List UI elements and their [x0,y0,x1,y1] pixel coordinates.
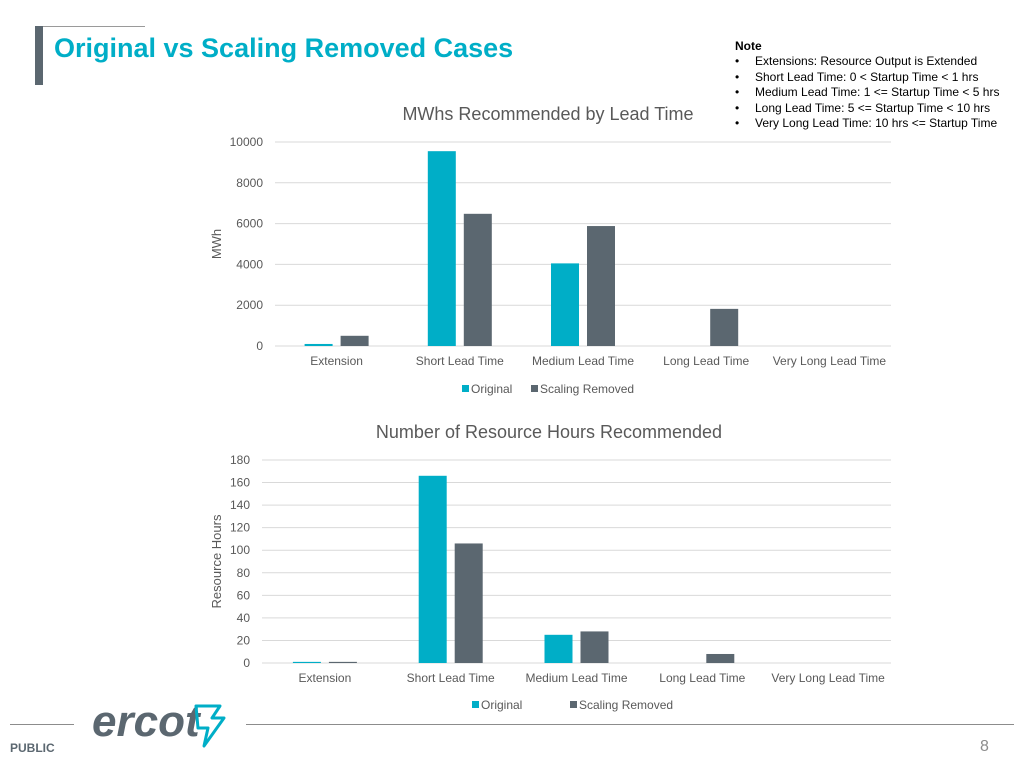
y-axis-label: MWh [209,229,224,259]
legend-swatch [570,701,577,708]
ercot-logo-graphic: ercot [92,697,226,748]
y-tick-label: 40 [237,611,251,625]
y-tick-label: 80 [237,566,251,580]
x-tick-label: Extension [299,671,352,685]
x-tick-label: Long Lead Time [663,354,749,368]
footer-rule-left [10,724,74,725]
note-list: Extensions: Resource Output is Extended … [735,54,999,131]
bar-scaling-removed [463,213,492,346]
bar-scaling-removed [328,661,357,663]
note-item: Extensions: Resource Output is Extended [735,54,999,70]
legend-swatch [472,701,479,708]
y-tick-label: 100 [230,543,250,557]
ercot-logo: ercot [92,697,232,757]
y-tick-label: 160 [230,476,250,490]
y-tick-label: 0 [256,339,263,353]
legend-swatch [531,385,538,392]
chart-title: MWhs Recommended by Lead Time [402,104,693,124]
bar-original [304,343,333,346]
y-tick-label: 10000 [230,135,264,149]
y-tick-label: 6000 [236,217,263,231]
note-heading: Note [735,39,762,53]
x-tick-label: Medium Lead Time [525,671,627,685]
page-number: 8 [980,738,989,755]
legend-label: Original [471,382,512,396]
x-tick-label: Long Lead Time [659,671,745,685]
bar-scaling-removed [706,653,735,663]
y-tick-label: 8000 [236,176,263,190]
logo-wordmark: ercot [92,698,202,746]
bar-scaling-removed [580,631,609,663]
x-tick-label: Very Long Lead Time [773,354,887,368]
chart-title: Number of Resource Hours Recommended [376,422,722,442]
bar-original [551,263,579,346]
slide-title: Original vs Scaling Removed Cases [54,33,514,63]
bar-scaling-removed [587,226,615,346]
legend-label: Scaling Removed [579,698,673,712]
note-item: Very Long Lead Time: 10 hrs <= Startup T… [735,116,999,132]
title-accent-bar [35,26,43,85]
y-tick-label: 60 [237,588,251,602]
bar-scaling-removed [340,335,369,346]
bar-original [418,475,447,663]
bar-scaling-removed [454,543,483,663]
note-item: Short Lead Time: 0 < Startup Time < 1 hr… [735,70,999,86]
note-box: Note Extensions: Resource Output is Exte… [735,39,999,132]
y-tick-label: 140 [230,498,250,512]
y-axis-label: Resource Hours [209,514,224,608]
legend-label: Scaling Removed [540,382,634,396]
mwh-chart: MWhs Recommended by Lead Time 0 2000 4000 60… [209,104,891,396]
x-tick-label: Short Lead Time [407,671,495,685]
lightning-icon [194,704,226,748]
x-tick-label: Medium Lead Time [532,354,634,368]
footer-rule-right [246,724,1014,725]
y-tick-label: 120 [230,521,250,535]
x-tick-label: Short Lead Time [416,354,504,368]
legend-label: Original [481,698,522,712]
y-tick-label: 4000 [236,257,263,271]
note-item: Long Lead Time: 5 <= Startup Time < 10 h… [735,101,999,117]
bar-scaling-removed [710,308,739,346]
title-top-rule [35,26,145,27]
classification-label: PUBLIC [10,741,55,755]
note-item: Medium Lead Time: 1 <= Startup Time < 5 … [735,85,999,101]
y-tick-label: 180 [230,453,250,467]
bar-original [427,151,456,346]
y-tick-label: 20 [237,633,251,647]
bar-original [292,661,321,663]
x-tick-label: Very Long Lead Time [771,671,885,685]
bar-original [544,634,573,663]
x-tick-label: Extension [310,354,363,368]
resource-hours-chart: Number of Resource Hours Recommended 0 20 4… [209,422,891,712]
y-tick-label: 2000 [236,298,263,312]
y-tick-label: 0 [243,656,250,670]
legend-swatch [462,385,469,392]
